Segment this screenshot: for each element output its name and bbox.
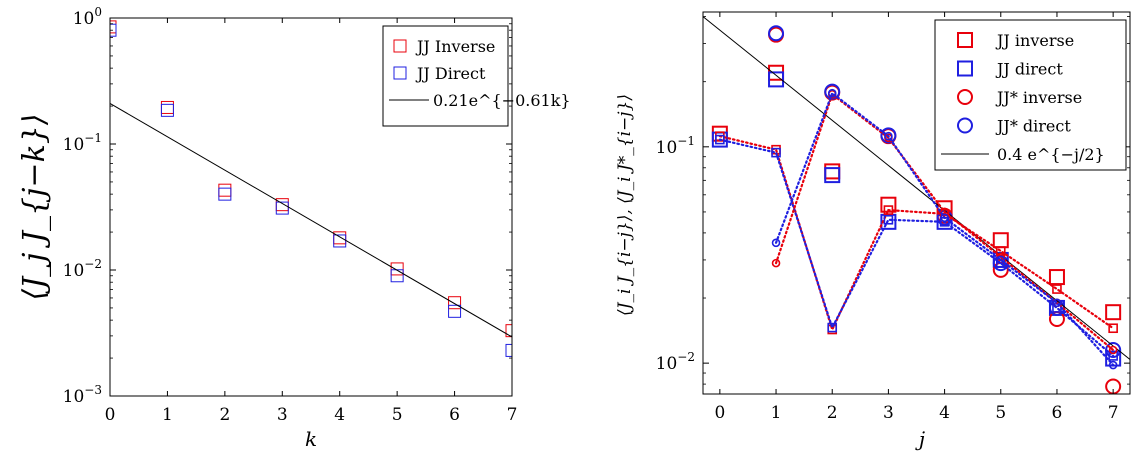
x-tick-label: 3 xyxy=(883,403,894,423)
data-point xyxy=(218,183,232,197)
x-tick-label: 0 xyxy=(714,403,725,423)
x-tick-label: 1 xyxy=(162,405,173,425)
legend-marker xyxy=(957,60,973,77)
right-chart: 0 1 2 3 4 5 6 7 10−2 10−1 j ⟨J_i J_{i−j}⟩, ⟨J_i J… xyxy=(615,11,1131,451)
data-point xyxy=(768,71,785,88)
x-tick-label: 5 xyxy=(392,405,403,425)
x-tick-label: 6 xyxy=(1052,403,1063,423)
data-point xyxy=(1052,298,1062,308)
legend-label: 0.4 e^{−j/2} xyxy=(997,145,1105,164)
y-tick-label: 10−1 xyxy=(63,131,102,155)
x-tick-label: 6 xyxy=(449,405,460,425)
data-point xyxy=(771,238,781,248)
data-point xyxy=(505,324,512,338)
left-x-axis-label: k xyxy=(305,427,317,451)
data-point xyxy=(995,246,1006,256)
data-point xyxy=(996,255,1006,265)
data-point xyxy=(275,201,289,215)
data-point xyxy=(1052,284,1062,294)
legend-label: JJ Direct xyxy=(415,64,486,83)
data-point xyxy=(824,83,841,100)
data-point xyxy=(390,269,404,283)
data-point xyxy=(448,304,462,318)
right-legend: JJ inverse JJ direct JJ* inverse JJ* direct… xyxy=(934,19,1127,171)
y-tick-label: 10−2 xyxy=(656,350,695,374)
data-point xyxy=(827,322,838,333)
data-point xyxy=(1108,345,1118,355)
data-point xyxy=(218,187,232,201)
left-legend: JJ Inverse JJ Direct 0.21e^{−0.61k} xyxy=(382,25,571,127)
data-point xyxy=(771,258,781,268)
dotted-series-line xyxy=(718,138,1115,358)
data-point xyxy=(771,147,781,158)
x-tick-label: 3 xyxy=(277,405,288,425)
data-point xyxy=(824,167,841,184)
data-point xyxy=(275,198,289,212)
x-tick-label: 7 xyxy=(507,405,518,425)
data-point xyxy=(160,100,174,114)
data-point xyxy=(884,131,893,141)
legend-marker xyxy=(393,66,407,80)
data-point xyxy=(715,134,725,145)
legend-box xyxy=(934,19,1127,171)
data-point xyxy=(880,196,897,213)
x-tick-label: 4 xyxy=(939,403,950,423)
data-point xyxy=(880,127,897,144)
y-tick-label: 10−2 xyxy=(63,257,102,281)
legend-label: JJ inverse xyxy=(995,31,1074,50)
y-tick-label: 100 xyxy=(73,5,102,29)
right-x-axis-label: j xyxy=(915,427,925,451)
data-point xyxy=(824,163,841,180)
x-tick-label: 7 xyxy=(1108,403,1119,423)
fit-line xyxy=(703,16,1130,360)
legend-marker xyxy=(957,32,973,48)
fit-line xyxy=(110,102,512,338)
left-plot-frame xyxy=(109,17,513,397)
data-point xyxy=(160,103,174,117)
legend-label: JJ direct xyxy=(995,60,1063,79)
data-point xyxy=(1048,269,1065,286)
y-tick-label: 10−1 xyxy=(656,134,695,158)
data-point xyxy=(1108,360,1118,370)
legend-label: 0.21e^{−0.61k} xyxy=(433,91,571,110)
y-tick-label: 10−3 xyxy=(63,383,102,407)
right-plot-frame xyxy=(702,11,1131,395)
x-tick-label: 5 xyxy=(995,403,1006,423)
data-point xyxy=(448,296,462,310)
left-y-axis-label: ⟨J_j J_{j−k}⟩ xyxy=(17,113,52,300)
data-point xyxy=(110,23,117,37)
data-point xyxy=(940,207,949,217)
data-point xyxy=(1108,351,1118,361)
x-tick-label: 2 xyxy=(827,403,838,423)
x-tick-label: 1 xyxy=(771,403,782,423)
data-point xyxy=(333,234,347,248)
x-tick-label: 2 xyxy=(219,405,230,425)
data-point xyxy=(940,213,949,223)
data-point xyxy=(992,232,1009,249)
data-point xyxy=(505,343,512,357)
dotted-series-line xyxy=(774,91,1115,367)
legend-marker xyxy=(393,39,407,53)
legend-marker xyxy=(957,117,973,134)
data-point xyxy=(883,214,894,225)
legend-box xyxy=(382,25,509,127)
x-tick-label: 4 xyxy=(334,405,345,425)
right-y-axis-label: ⟨J_i J_{i−j}⟩, ⟨J_i J*_{i−j}⟩ xyxy=(615,94,635,316)
legend-label: JJ* direct xyxy=(995,117,1071,136)
data-point xyxy=(1108,323,1118,334)
legend-label: JJ Inverse xyxy=(415,37,495,56)
data-point xyxy=(390,262,404,276)
data-point xyxy=(827,88,837,98)
data-point xyxy=(768,25,785,42)
data-point xyxy=(333,231,347,245)
legend-marker xyxy=(957,89,973,105)
data-point xyxy=(1105,304,1122,321)
data-point xyxy=(883,205,894,215)
legend-label: JJ* inverse xyxy=(995,88,1082,107)
x-tick-label: 0 xyxy=(105,405,116,425)
